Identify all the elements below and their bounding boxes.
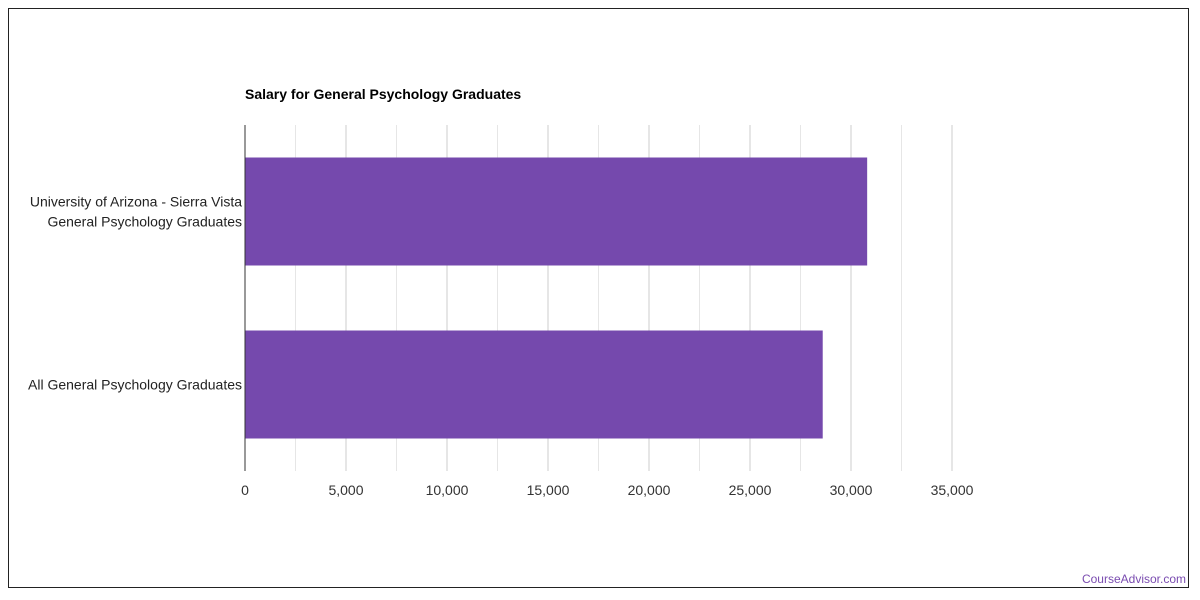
y-category-label: All General Psychology Graduates bbox=[28, 377, 242, 393]
x-tick-label: 30,000 bbox=[830, 482, 873, 498]
chart-title: Salary for General Psychology Graduates bbox=[245, 86, 521, 102]
x-tick-label: 35,000 bbox=[931, 482, 974, 498]
x-tick-label: 0 bbox=[241, 482, 249, 498]
bar bbox=[245, 157, 868, 266]
y-category-label: General Psychology Graduates bbox=[47, 214, 242, 230]
y-category-label: University of Arizona - Sierra Vista bbox=[30, 194, 242, 210]
x-tick-label: 25,000 bbox=[729, 482, 772, 498]
x-tick-label: 20,000 bbox=[628, 482, 671, 498]
y-category-labels: University of Arizona - Sierra Vista Gene… bbox=[28, 194, 242, 393]
watermark-link[interactable]: CourseAdvisor.com bbox=[1081, 572, 1186, 586]
bars bbox=[245, 157, 868, 439]
x-tick-label: 15,000 bbox=[527, 482, 570, 498]
bar bbox=[245, 330, 823, 439]
x-tick-label: 10,000 bbox=[426, 482, 469, 498]
x-tick-label: 5,000 bbox=[328, 482, 363, 498]
x-tick-labels: 0 5,000 10,000 15,000 20,000 25,000 30,000 35,0… bbox=[241, 482, 974, 498]
